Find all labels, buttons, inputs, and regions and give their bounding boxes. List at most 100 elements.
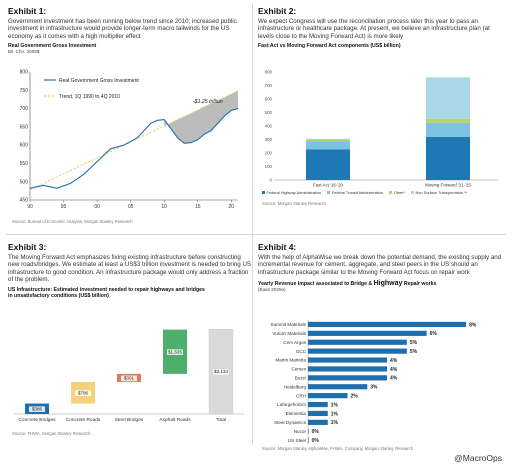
bar-segment	[426, 136, 470, 180]
investment-line	[29, 108, 239, 189]
x-tick-label: 00	[94, 204, 100, 210]
x-tick-label: 15	[195, 204, 201, 210]
y-tick-label: 700	[20, 106, 29, 112]
x-tick-label: 90	[27, 204, 33, 210]
bar	[308, 384, 368, 390]
legend-swatch	[262, 191, 265, 194]
exhibit-1-title: Exhibit 1:	[8, 6, 47, 16]
x-tick-label: 05	[128, 204, 134, 210]
bar-segment	[426, 77, 470, 119]
exhibit-2-source: Source: Morgan Stanley Research	[262, 201, 327, 206]
x-tick-label: 10	[161, 204, 167, 210]
y-tick-label: 0	[270, 178, 273, 183]
exhibit-3-panel: Exhibit 3: The Moving Forward Act emphas…	[8, 242, 252, 299]
value-label: 1%	[331, 411, 339, 417]
y-tick-label: 600	[265, 97, 273, 102]
y-tick-label: 600	[20, 143, 29, 149]
exhibit-4-chart: Summit Materials 8% Vulcan Materials 6% Cem …	[271, 320, 477, 445]
y-tick-label: Cem Argos	[283, 340, 306, 345]
exhibit-4-chart-title-a: Yearly Revenue Impact associated to Brid…	[258, 281, 374, 288]
exhibit-2-legend: Federal Highway Administration Federal Tr…	[262, 190, 506, 195]
y-tick-label: 800	[20, 70, 29, 76]
value-label: 8%	[469, 322, 477, 328]
legend-label: Other*	[393, 190, 405, 195]
value-label: 4%	[390, 376, 398, 382]
x-tick-label: Concrete Bridges	[18, 417, 56, 423]
value-label-bg	[75, 390, 91, 396]
exhibit-4-chart-title-b: Highway	[373, 280, 403, 288]
exhibit-4-source: Source: Morgan Stanley AlphaWise, FHWA, …	[262, 446, 414, 451]
gap-area	[164, 90, 238, 144]
bar	[308, 410, 328, 417]
gap-annotation: -$1.25 trillion	[193, 99, 223, 105]
bar-segment	[306, 149, 350, 180]
y-tick-label: Lafargeholcim	[277, 402, 306, 407]
value-label: 4%	[390, 358, 398, 364]
exhibit-4-text: With the help of AlphaWise we break down…	[258, 254, 502, 276]
y-tick-label: Nucor	[294, 429, 307, 434]
value-label-bg	[121, 375, 137, 382]
x-tick-label: Concrete Roads	[66, 417, 101, 423]
value-label: $386	[32, 406, 43, 411]
legend-label: Non Surface Transportation **	[415, 190, 468, 195]
exhibit-1-chart-subtitle: Bil. Chn. 2009$	[8, 49, 40, 55]
bar	[308, 419, 328, 425]
x-tick-label: Steel Bridges	[115, 417, 144, 423]
bar	[308, 437, 309, 443]
x-tick-label: 20	[229, 204, 235, 210]
value-label: 4%	[390, 367, 398, 373]
value-label: $1,635	[168, 349, 182, 354]
bar-segment	[306, 138, 350, 140]
exhibit-4-chart-title-c: Repair works	[402, 281, 437, 288]
exhibit-3-chart-title: US Infrastructure: Estimated investment …	[8, 286, 205, 299]
y-tick-label: 650	[20, 124, 29, 130]
y-tick-label: Heidelberg	[284, 384, 307, 389]
value-label: 2%	[351, 393, 359, 399]
bar	[308, 321, 467, 328]
y-tick-label: 100	[265, 164, 273, 169]
exhibit-2-panel: Exhibit 2: We expect Congress will use t…	[258, 6, 502, 49]
y-tick-label: Buzzi	[295, 375, 306, 380]
exhibit-4-chart-title: Yearly Revenue Impact associated to Brid…	[258, 280, 502, 287]
bar-segment	[426, 122, 470, 137]
x-tick-label: 95	[61, 204, 67, 210]
vertical-divider	[252, 4, 253, 444]
exhibit-3-source: Source: FHWA, Morgan Stanley Research	[12, 431, 91, 436]
bar	[308, 393, 348, 399]
exhibit-2-title: Exhibit 2:	[258, 6, 297, 16]
legend-label: Federal Highway Administration	[266, 190, 322, 195]
bar	[308, 357, 388, 363]
value-label: $796	[78, 390, 89, 395]
y-tick-label: Vulcan Materials	[272, 331, 306, 336]
value-label-bg	[167, 349, 183, 355]
y-tick-label: 300	[265, 137, 273, 142]
exhibit-1-chart: 450 500 550 600 650 700 750 800 90 95 00 05 10 15 20 -$…	[20, 70, 239, 210]
exhibit-3-chart: $386 Concrete Bridges $796 Concrete Roads $3…	[14, 328, 244, 423]
exhibit-2-chart-title: Fast Act vs Moving Forward Act component…	[258, 43, 401, 50]
exhibit-3-text: The Moving Forward Act emphasizes fixing…	[8, 254, 252, 284]
y-tick-label: 400	[265, 124, 273, 129]
bar	[308, 401, 328, 408]
exhibit-1-chart-title: Real Government Gross Investment	[8, 43, 97, 50]
legend-swatch	[410, 191, 414, 194]
y-tick-label: Summit Materials	[271, 322, 307, 327]
y-tick-label: Cemex	[291, 367, 306, 372]
value-label: 0%	[312, 429, 320, 435]
value-label-bg	[213, 369, 229, 375]
x-tick-label: Fast Act '16-'20	[313, 183, 344, 188]
value-label: 5%	[410, 349, 418, 355]
legend-label-investment: Real Government Gross Investment	[59, 78, 139, 84]
value-label: $3,134	[214, 369, 228, 374]
exhibit-4-chart-subtitle: (Base 2025e)	[258, 287, 286, 293]
bar	[308, 366, 388, 372]
bar	[308, 428, 309, 434]
y-tick-label: US Steel	[288, 438, 306, 443]
bar-segment	[306, 139, 350, 142]
y-tick-label: 800	[265, 70, 273, 75]
value-label: 3%	[370, 385, 378, 391]
bar	[308, 348, 407, 354]
trend-line	[29, 90, 239, 191]
watermark: @MacroOps	[454, 453, 502, 463]
bar	[308, 339, 407, 345]
y-tick-label: 450	[20, 198, 29, 204]
